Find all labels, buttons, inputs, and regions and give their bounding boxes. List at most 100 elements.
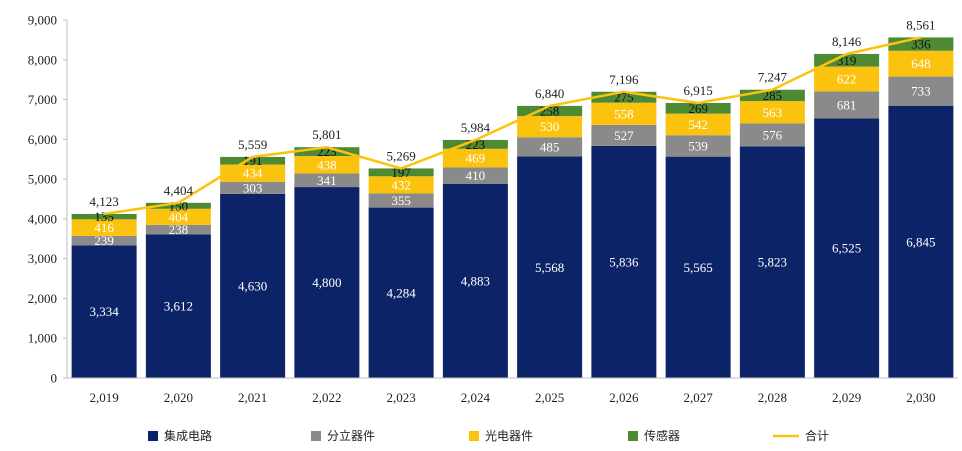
data-label: 3,334 [90,304,120,319]
total-label: 4,123 [90,194,119,209]
data-label: 6,845 [906,234,935,249]
bar-segment [517,116,583,138]
bar-segment [71,219,137,236]
legend-swatch [148,431,158,441]
data-label: 239 [94,233,114,248]
y-tick-label: 1,000 [28,331,57,346]
y-tick-label: 9,000 [28,13,57,28]
bar-segment [294,187,360,378]
data-label: 5,568 [535,260,564,275]
data-label: 563 [763,105,783,120]
legend-swatch [469,431,479,441]
bar-segment [591,102,657,125]
data-label: 238 [169,222,189,237]
bar-segment [71,245,137,378]
data-label: 432 [391,177,411,192]
x-tick-label: 2,030 [906,390,935,405]
legend-label: 集成电路 [164,428,212,443]
x-tick-label: 2,025 [535,390,564,405]
bar-segment [739,101,805,124]
data-label: 336 [911,37,931,52]
bar-segment [665,102,731,114]
bar-segment [294,147,360,157]
bar-segment [814,53,880,67]
data-label: 648 [911,56,931,71]
total-label: 8,146 [832,34,862,49]
bar-segment [220,156,286,165]
legend-swatch [311,431,321,441]
data-label: 485 [540,139,560,154]
bar-segment [665,113,731,136]
data-label: 416 [94,220,114,235]
y-tick-label: 4,000 [28,211,57,226]
total-label: 8,561 [906,17,935,32]
bar-segment [442,139,508,149]
bar-segment [368,207,434,378]
bar-segment [814,66,880,92]
y-tick-label: 5,000 [28,172,57,187]
legend-label: 光电器件 [485,429,533,443]
y-tick-label: 3,000 [28,251,57,266]
y-axis: 0 1,000 2,000 3,000 4,000 5,000 6,000 7,000 8,00… [28,13,68,386]
y-tick-label: 2,000 [28,291,57,306]
data-label: 4,284 [387,285,417,300]
data-label: 4,883 [461,273,490,288]
bar-segment [665,135,731,157]
bar-segment [665,156,731,378]
data-label: 410 [466,168,486,183]
data-label: 530 [540,119,560,134]
bar-segment [71,213,137,220]
legend-label: 传感器 [644,428,680,443]
bar-segment [888,50,954,77]
bar-segment [888,105,954,379]
total-label: 6,840 [535,86,564,101]
bar-segment [517,156,583,378]
bar-segment [739,89,805,102]
x-tick-label: 2,024 [461,390,491,405]
bar-segment [442,183,508,378]
data-label: 4,630 [238,278,267,293]
bar-segment [368,168,434,177]
bar-segment [368,193,434,208]
data-label: 341 [317,173,337,188]
bar-segment [294,173,360,188]
bar-segment [368,176,434,194]
data-label: 150 [169,198,189,213]
total-label: 5,801 [312,127,341,142]
bar-segment [294,156,360,174]
x-tick-label: 2,029 [832,390,861,405]
bar-segment [517,105,583,117]
total-line-layer: 4,123 4,404 5,559 5,801 5,269 5,984 6,840 7,196… [90,17,936,216]
data-label: 681 [837,97,857,112]
bar-segment [145,202,211,209]
data-label: 434 [243,166,263,181]
data-label: 5,836 [609,254,639,269]
total-line [103,36,922,216]
x-axis: 2,019 2,020 2,021 2,022 2,023 2,024 2,025 2,026… [67,377,958,405]
bar-segment [220,181,286,194]
total-label: 6,915 [684,83,713,98]
legend: 集成电路 分立器件 光电器件 传感器 合计 [148,428,829,443]
y-tick-label: 6,000 [28,132,57,147]
bar-segment [145,224,211,235]
data-label: 5,565 [684,260,713,275]
x-tick-label: 2,027 [684,390,714,405]
x-tick-label: 2,022 [312,390,341,405]
total-label: 7,247 [758,70,788,85]
bar-segment [591,145,657,378]
x-tick-label: 2,019 [90,390,119,405]
data-label: 197 [391,165,411,180]
legend-swatch [628,431,638,441]
data-label: 438 [317,157,337,172]
total-label: 5,269 [387,148,416,163]
data-label: 469 [466,151,486,166]
x-tick-label: 2,026 [609,390,639,405]
total-label: 5,559 [238,137,267,152]
data-label: 542 [688,117,708,132]
y-tick-label: 7,000 [28,92,57,107]
bar-segment [145,234,211,378]
bar-segment [814,118,880,378]
data-label: 3,612 [164,299,193,314]
bar-segment [888,76,954,106]
